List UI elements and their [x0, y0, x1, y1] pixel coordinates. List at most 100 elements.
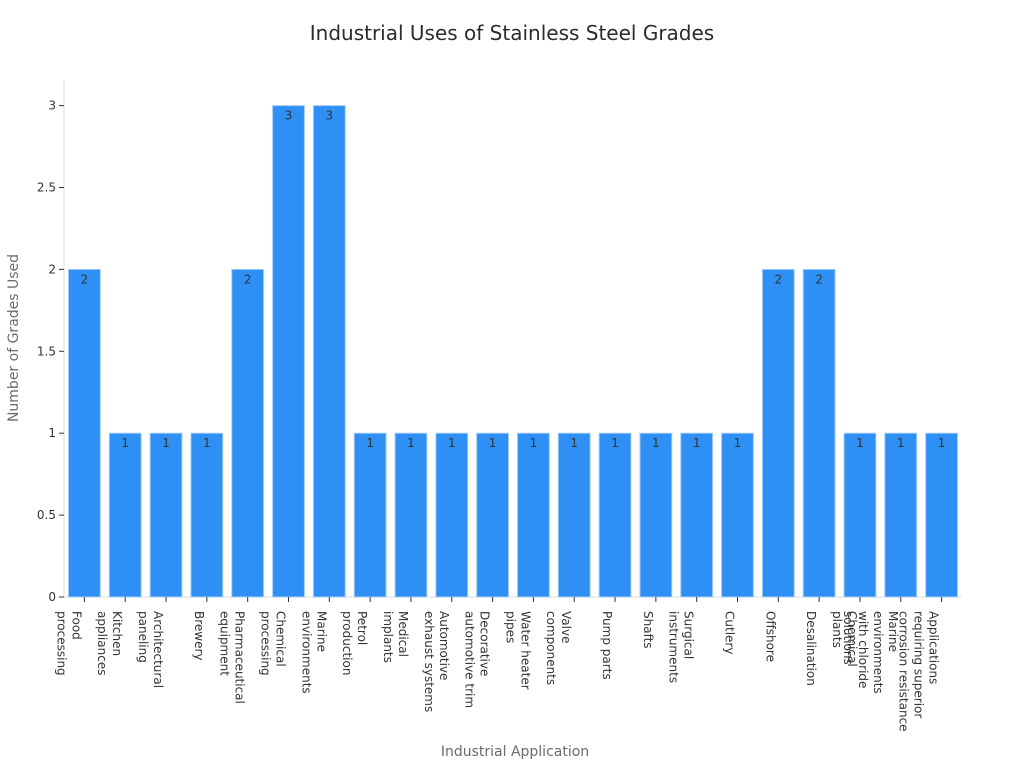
bar: [108, 432, 142, 598]
y-tick-label: 2: [48, 262, 56, 276]
x-tick-label-line: Offshore: [763, 611, 777, 662]
x-tick-label-line: implants: [381, 611, 395, 663]
bar: [884, 432, 918, 598]
x-tick-label-line: Automotive: [437, 611, 451, 680]
x-tick-label-line: environments: [299, 611, 313, 694]
x-tick-label-line: components: [544, 611, 558, 685]
x-tick-label-line: Desalination: [804, 611, 818, 686]
bars: [67, 105, 959, 598]
bar-value-label: 1: [162, 436, 170, 450]
x-tick-label: Offshore: [763, 611, 777, 662]
chart-title: Industrial Uses of Stainless Steel Grade…: [310, 21, 714, 45]
x-tick-label-line: with chloride: [856, 611, 870, 688]
bar-value-label: 1: [938, 436, 946, 450]
x-tick-label-line: processing: [54, 611, 68, 676]
y-tick-label: 0: [48, 590, 56, 604]
x-tick-label: Architecturalpaneling: [136, 611, 165, 688]
bar-value-label: 2: [81, 272, 89, 286]
bar-value-label: 1: [366, 436, 374, 450]
x-tick-label: Desalination: [804, 611, 818, 686]
bar-value-label: 1: [489, 436, 497, 450]
x-tick-label: Brewery: [192, 611, 206, 661]
bar: [680, 432, 714, 598]
bar-value-label: 2: [774, 272, 782, 286]
x-tick-label-line: Brewery: [192, 611, 206, 661]
x-tick-label-line: exhaust systems: [422, 611, 436, 712]
bar-value-label: 1: [407, 436, 415, 450]
x-tick-label-line: Cutlery: [723, 611, 737, 654]
bar-value-label: 1: [611, 436, 619, 450]
x-tick-label-line: Pharmaceutical: [233, 611, 247, 704]
x-tick-label-line: Marine: [314, 611, 328, 652]
x-tick-label: Petrolproduction: [340, 611, 369, 675]
bar-value-label: 1: [570, 436, 578, 450]
x-tick-label: Chemicalprocessing: [259, 611, 288, 676]
bar-value-label: 3: [285, 109, 293, 123]
bar-value-label: 1: [121, 436, 129, 450]
bar: [925, 432, 959, 598]
x-tick-label-line: Chemical: [845, 611, 859, 667]
x-tick-label-line: processing: [259, 611, 273, 676]
x-tick-label-line: Chemical: [274, 611, 288, 667]
bar-value-label: 1: [448, 436, 456, 450]
x-tick-label-line: Shafts: [641, 611, 655, 649]
x-tick-label-line: production: [340, 611, 354, 675]
x-tick-label-line: requiring superior: [912, 611, 926, 718]
x-tick-label: Cutlery: [723, 611, 737, 654]
x-tick-label-line: appliances: [95, 611, 109, 675]
bar: [190, 432, 224, 598]
bar: [312, 105, 346, 598]
x-tick-labels: Foodprocessing Kitchenappliances Architect…: [54, 597, 943, 732]
bar-value-label: 3: [325, 109, 333, 123]
bar-value-label: 1: [734, 436, 742, 450]
bar: [802, 268, 836, 598]
bar: [353, 432, 387, 598]
x-tick-label: Marineenvironmentswith chloridesolutions: [841, 611, 900, 694]
x-axis-title: Industrial Application: [441, 744, 589, 760]
x-tick-label-line: Petrol: [355, 611, 369, 645]
bar: [272, 105, 305, 598]
x-tick-label: Automotiveexhaust systems: [422, 611, 451, 712]
x-tick-label: Water heaterpipes: [503, 611, 532, 690]
y-ticks: 0 0.5 1 1.5 2 2.5 3: [37, 99, 64, 604]
y-tick-label: 0.5: [37, 508, 56, 522]
bar: [761, 268, 795, 598]
bar-value-label: 1: [652, 436, 660, 450]
bar: [231, 268, 265, 598]
bar: [516, 432, 550, 598]
bar: [476, 432, 510, 598]
y-tick-label: 3: [48, 99, 56, 113]
bar: [67, 268, 101, 598]
x-tick-label-line: Food: [69, 611, 83, 640]
bar: [843, 432, 877, 598]
x-tick-label-line: Kitchen: [110, 611, 124, 656]
bar: [598, 432, 632, 598]
x-tick-label: Shafts: [641, 611, 655, 649]
y-tick-label: 2.5: [37, 181, 56, 195]
x-tick-label-line: environments: [871, 611, 885, 694]
bar-value-label: 1: [897, 436, 905, 450]
bar: [721, 432, 754, 598]
x-tick-label-line: Marine: [886, 611, 900, 652]
bar-value-label: 1: [530, 436, 538, 450]
x-tick-label: Chemicalplants: [830, 611, 859, 667]
x-tick-label-line: Applications: [927, 611, 941, 684]
y-tick-label: 1: [48, 426, 56, 440]
x-tick-label-line: paneling: [136, 611, 150, 663]
x-tick-label: Valvecomponents: [544, 611, 573, 685]
x-tick-label: Decorativeautomotive trim: [463, 611, 492, 708]
x-tick-label-line: plants: [830, 611, 844, 648]
bar: [435, 432, 469, 598]
bar-value-label: 1: [693, 436, 701, 450]
bar-value-label: 2: [815, 272, 823, 286]
x-tick-label-line: Pump parts: [600, 611, 614, 680]
x-tick-label: Marineenvironments: [299, 611, 328, 694]
x-tick-label-line: Medical: [396, 611, 410, 657]
bar: [639, 432, 673, 598]
x-tick-label-line: instruments: [667, 611, 681, 683]
bar: [394, 432, 428, 598]
x-tick-label: Foodprocessing: [54, 611, 83, 676]
y-tick-label: 1.5: [37, 344, 56, 358]
bar-value-labels: 2 1 1 1 2 3 3 1 1 1 1 1 1 1 1 1 1 2 2 1 1 1: [81, 109, 946, 451]
